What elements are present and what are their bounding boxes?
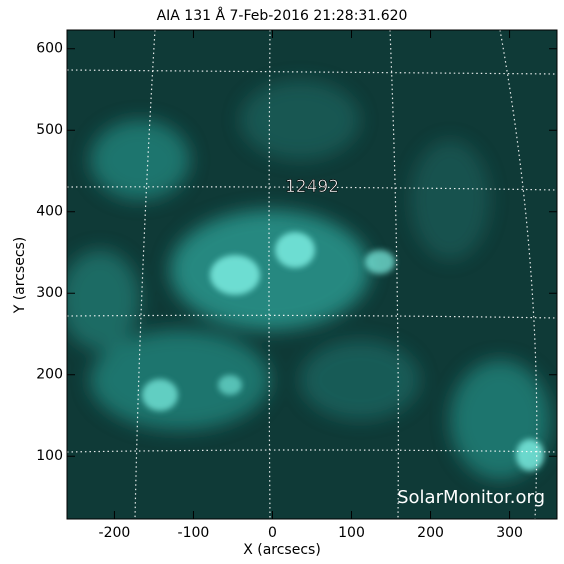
chart-title: AIA 131 Å 7-Feb-2016 21:28:31.620 (157, 7, 408, 24)
y-tick-label: 200 (36, 367, 63, 383)
x-tick-label: 0 (268, 525, 277, 541)
y-tick-label: 500 (36, 122, 63, 138)
y-tick-label: 400 (36, 204, 63, 220)
y-tick-label: 600 (36, 41, 63, 57)
x-tick-label: 300 (496, 525, 523, 541)
x-tick-label: 200 (417, 525, 444, 541)
y-tick-label: 300 (36, 285, 63, 301)
x-axis-label: X (arcsecs) (243, 542, 321, 558)
x-tick-label: 100 (338, 525, 365, 541)
annotation: 12492 (285, 177, 339, 197)
watermark: SolarMonitor.org (397, 487, 545, 508)
y-tick-label: 100 (36, 448, 63, 464)
solar-image: 12492 SolarMonitor.org (67, 30, 557, 519)
y-axis-label: Y (arcsecs) (12, 237, 28, 315)
plot-frame (66, 29, 558, 520)
x-tick-label: -100 (178, 525, 210, 541)
x-tick-label: -200 (99, 525, 131, 541)
